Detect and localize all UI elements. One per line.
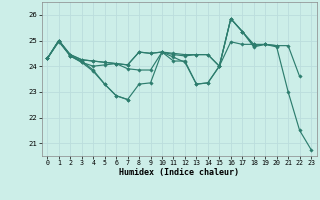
X-axis label: Humidex (Indice chaleur): Humidex (Indice chaleur) [119,168,239,177]
